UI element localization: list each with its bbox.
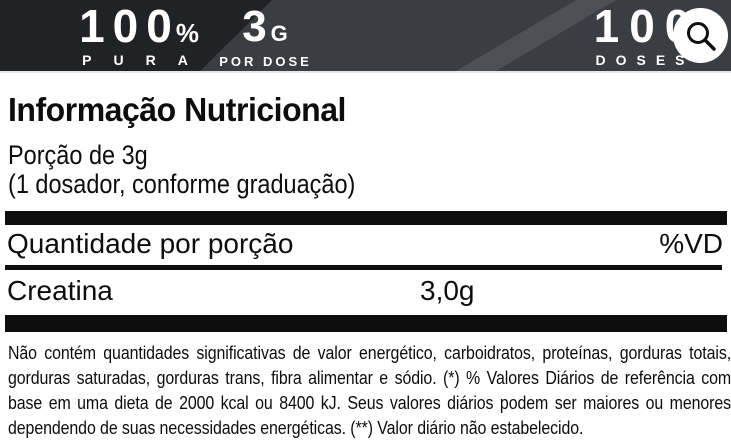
header-divider-rule bbox=[5, 265, 722, 270]
badge-suffix: % bbox=[175, 18, 199, 48]
badge-suffix: G bbox=[270, 21, 288, 46]
footnote-text: Não contém quantidades significativas de… bbox=[8, 343, 731, 438]
nutrient-name: Creatina bbox=[7, 275, 113, 306]
magnifier-icon bbox=[683, 18, 719, 54]
nutrient-amount: 3,0g bbox=[420, 275, 475, 306]
thick-bar-bottom bbox=[5, 315, 727, 332]
badge-label: DOSES bbox=[595, 52, 695, 68]
zoom-button[interactable] bbox=[673, 8, 728, 63]
badge-value: 100 % bbox=[25, 3, 245, 49]
badge-number: 100 bbox=[79, 0, 180, 52]
serving-measure: (1 dosador, conforme graduação) bbox=[8, 168, 356, 199]
badge-label: POR DOSE bbox=[219, 54, 312, 69]
badge-3g-por-dose: 3 G POR DOSE bbox=[174, 5, 354, 69]
table-row: Creatina 3,0g bbox=[7, 276, 723, 306]
serving-info: Porção de 3g (1 dosador, conforme gradua… bbox=[8, 141, 355, 198]
table-header-row: Quantidade por porção %VD bbox=[7, 229, 723, 259]
badge-label: PURA bbox=[82, 52, 210, 68]
badge-value: 3 G bbox=[174, 5, 354, 49]
badge-number: 3 bbox=[242, 2, 269, 51]
thick-bar-top bbox=[5, 211, 727, 225]
serving-size: Porção de 3g bbox=[8, 140, 148, 170]
label-title: Informação Nutricional bbox=[8, 91, 346, 128]
banner-underline bbox=[0, 71, 731, 73]
product-banner: 100 % PURA 3 G POR DOSE 100 DOSES bbox=[0, 0, 731, 71]
column-header-vd: %VD bbox=[659, 228, 723, 259]
badge-100-pura: 100 % PURA bbox=[25, 3, 245, 67]
column-header-quantity: Quantidade por porção bbox=[7, 228, 294, 259]
